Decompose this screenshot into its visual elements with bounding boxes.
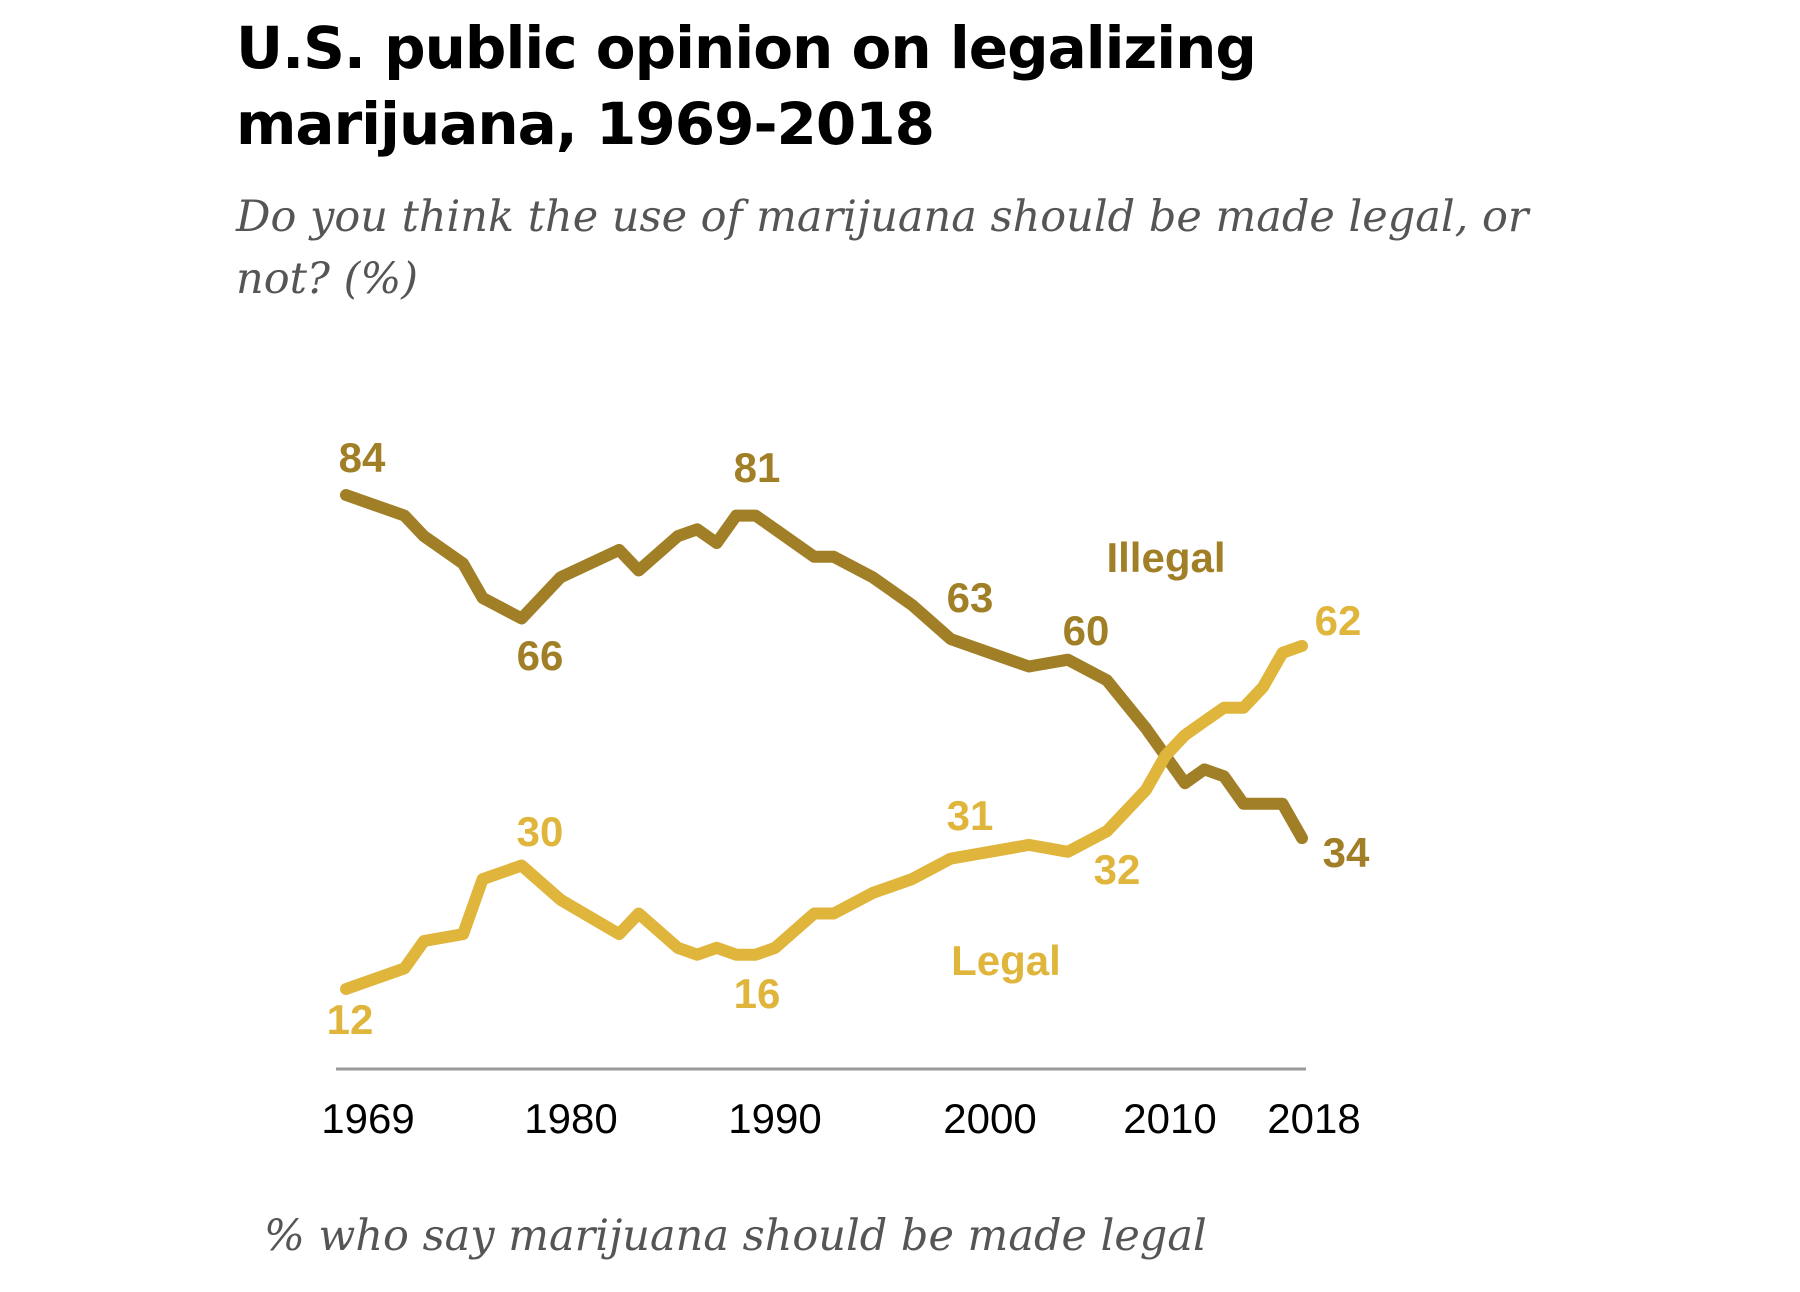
x-tick-label: 1969 (321, 1095, 414, 1142)
legal-data-label: 62 (1315, 597, 1362, 644)
x-tick-label: 2010 (1123, 1095, 1216, 1142)
legal-data-label: 32 (1094, 846, 1141, 893)
illegal-data-label: 81 (734, 444, 781, 491)
x-tick-label: 1980 (524, 1095, 617, 1142)
legal-data-label: 30 (517, 808, 564, 855)
legal-data-label: 31 (947, 792, 994, 839)
chart-subtitle: Do you think the use of marijuana should… (236, 192, 1529, 304)
chart-footnote: % who say marijuana should be made legal (264, 1211, 1207, 1261)
illegal-data-label: 34 (1323, 829, 1370, 876)
legal-data-label: 16 (734, 970, 781, 1017)
x-tick-label: 2000 (943, 1095, 1036, 1142)
illegal-line (340, 489, 1308, 845)
x-tick-label: 2018 (1267, 1095, 1360, 1142)
legal-data-label: 12 (327, 996, 374, 1043)
illegal-data-label: 60 (1063, 607, 1110, 654)
legal-series-label: Legal (951, 937, 1061, 984)
chart-title: U.S. public opinion on legalizing mariju… (236, 14, 1257, 158)
x-tick-label: 1990 (728, 1095, 821, 1142)
illegal-data-label: 63 (947, 574, 994, 621)
illegal-data-label: 84 (339, 434, 386, 481)
illegal-data-label: 66 (517, 632, 564, 679)
legal-line (340, 639, 1308, 995)
illegal-series-label: Illegal (1106, 534, 1225, 581)
